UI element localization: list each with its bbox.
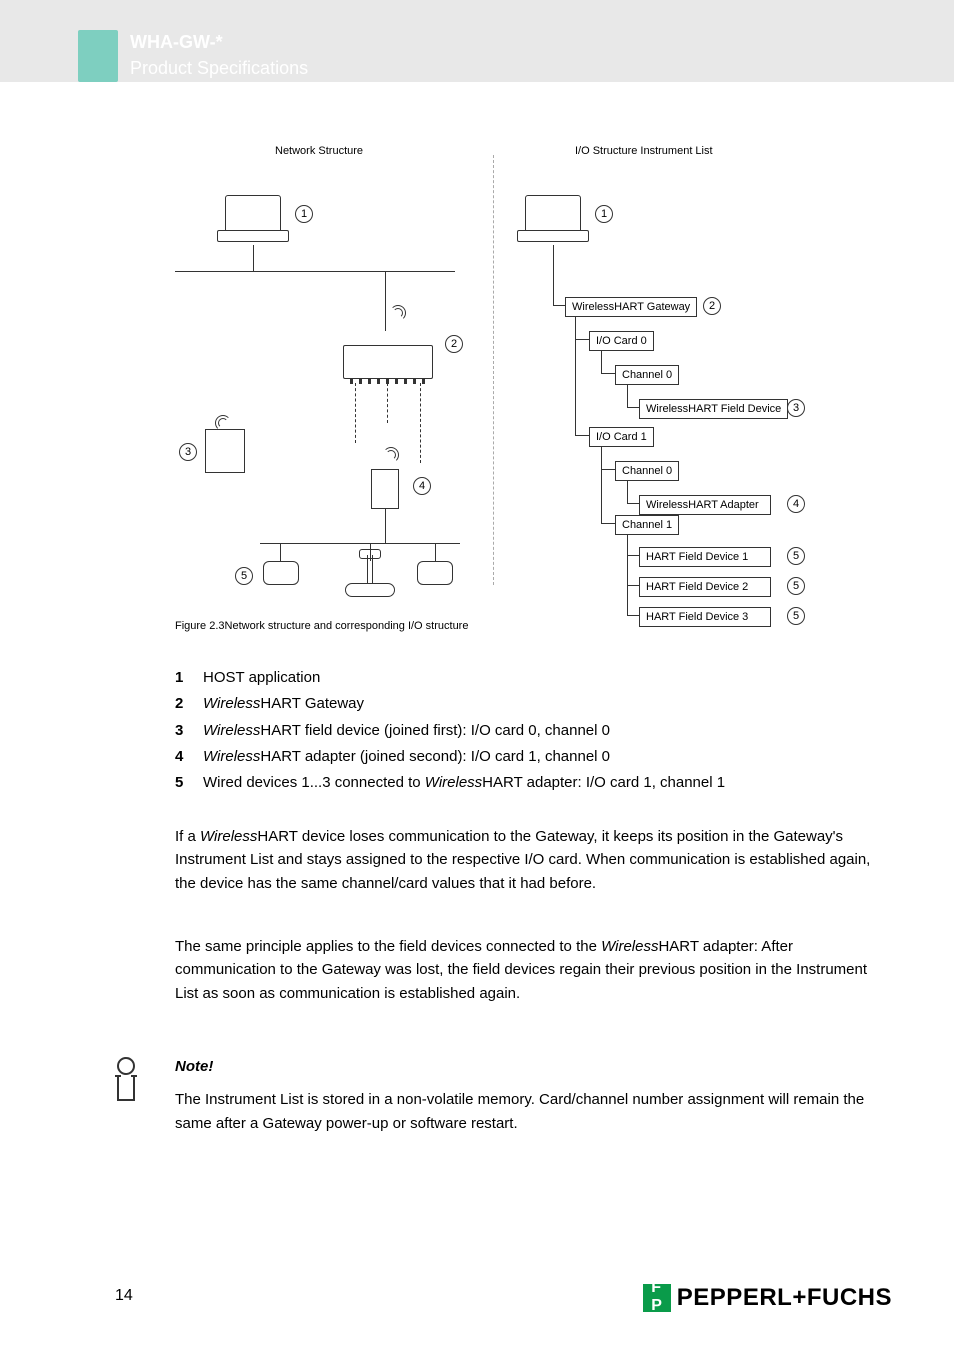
- tree-card1-ch1: Channel 1: [615, 515, 679, 535]
- legend-item: 1HOST application: [175, 665, 890, 691]
- tree-hfd3: HART Field Device 3: [639, 607, 771, 627]
- callout-5c: 5: [787, 607, 805, 625]
- note-title: Note!: [175, 1055, 895, 1078]
- note-icon: [110, 1057, 142, 1101]
- tree-hfd2: HART Field Device 2: [639, 577, 771, 597]
- body-paragraph-1: If a WirelessHART device loses communica…: [175, 825, 890, 895]
- tree-wh-field-device: WirelessHART Field Device: [639, 399, 788, 419]
- diagram-title-left: Network Structure: [275, 145, 363, 157]
- callout-5a: 5: [787, 547, 805, 565]
- doc-code: WHA-GW-*: [130, 32, 308, 54]
- adapter-icon: [371, 469, 399, 509]
- figure-caption: Figure 2.3Network structure and correspo…: [175, 620, 468, 632]
- body-paragraph-2: The same principle applies to the field …: [175, 935, 890, 1005]
- callout-2: 2: [703, 297, 721, 315]
- callout-5: 5: [235, 567, 253, 585]
- callout-4: 4: [413, 477, 431, 495]
- page-number: 14: [115, 1287, 133, 1305]
- legend-list: 1HOST application 2WirelessHART Gateway …: [175, 665, 890, 796]
- callout-3: 3: [787, 399, 805, 417]
- wifi-icon: [383, 447, 397, 461]
- legend-item: 4WirelessHART adapter (joined second): I…: [175, 744, 890, 770]
- brand-name: PEPPERL+FUCHS: [677, 1284, 892, 1312]
- wifi-icon: [217, 415, 231, 429]
- field-device-icon: [205, 429, 245, 473]
- legend-item: 3WirelessHART field device (joined first…: [175, 718, 890, 744]
- brand-logo: FP PEPPERL+FUCHS: [643, 1284, 892, 1312]
- figure-diagram: Network Structure I/O Structure Instrume…: [175, 135, 795, 605]
- callout-3: 3: [179, 443, 197, 461]
- brand-mark-icon: FP: [643, 1284, 671, 1312]
- tree-gateway: WirelessHART Gateway: [565, 297, 697, 317]
- callout-4: 4: [787, 495, 805, 513]
- wifi-icon: [390, 305, 404, 319]
- header-tab: [78, 30, 118, 82]
- tree-card0: I/O Card 0: [589, 331, 654, 351]
- tree-card1: I/O Card 1: [589, 427, 654, 447]
- diagram-title-right: I/O Structure Instrument List: [575, 145, 713, 157]
- tree-wh-adapter: WirelessHART Adapter: [639, 495, 771, 515]
- doc-section: Product Specifications: [130, 56, 308, 81]
- callout-1: 1: [295, 205, 313, 223]
- hart-device-icon: [417, 561, 453, 585]
- callout-2: 2: [445, 335, 463, 353]
- legend-item: 2WirelessHART Gateway: [175, 691, 890, 717]
- legend-item: 5Wired devices 1...3 connected to Wirele…: [175, 770, 890, 796]
- note-block: Note! The Instrument List is stored in a…: [110, 1055, 895, 1135]
- valve-icon: [345, 555, 395, 595]
- host-monitor-icon: [525, 195, 581, 233]
- hart-device-icon: [263, 561, 299, 585]
- tree-card1-ch0: Channel 0: [615, 461, 679, 481]
- tree-card0-ch0: Channel 0: [615, 365, 679, 385]
- callout-1: 1: [595, 205, 613, 223]
- tree-hfd1: HART Field Device 1: [639, 547, 771, 567]
- callout-5b: 5: [787, 577, 805, 595]
- host-monitor-icon: [225, 195, 281, 233]
- ethernet-line: [175, 271, 455, 272]
- note-body: The Instrument List is stored in a non-v…: [175, 1088, 895, 1135]
- diagram-divider: [493, 155, 494, 585]
- gateway-icon: [343, 345, 433, 379]
